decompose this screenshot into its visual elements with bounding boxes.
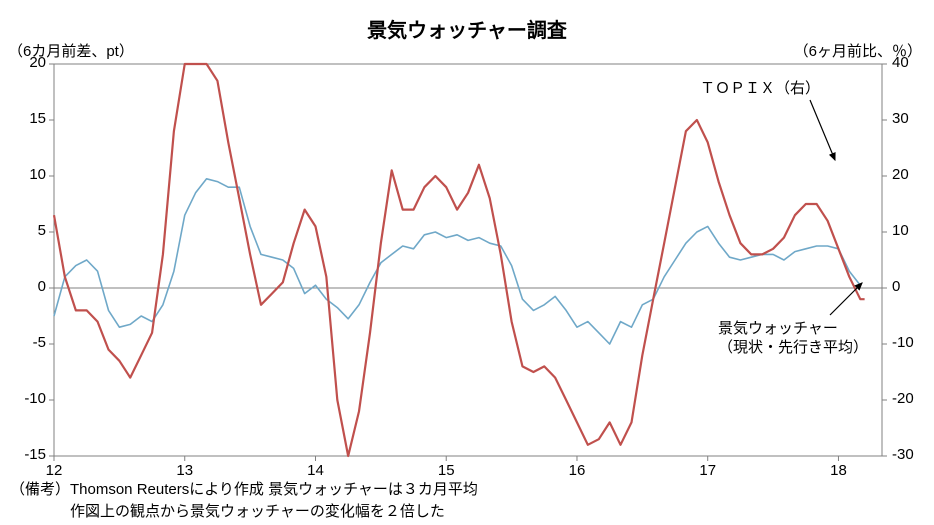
right-tick-label: 30 [892,110,909,127]
right-tick-label: -10 [892,334,914,351]
right-tick-label: 0 [892,278,900,295]
x-tick-label: 13 [170,462,200,479]
right-tick-label: 40 [892,54,909,71]
left-tick-label: -10 [24,390,46,407]
left-tick-label: -5 [33,334,46,351]
left-tick-label: 0 [38,278,46,295]
left-tick-label: 20 [29,54,46,71]
right-tick-label: 10 [892,222,909,239]
right-tick-label: -20 [892,390,914,407]
left-tick-label: 15 [29,110,46,127]
x-tick-label: 15 [431,462,461,479]
footnote-2: 作図上の観点から景気ウォッチャーの変化幅を２倍した [70,500,445,521]
watcher-series-label: 景気ウォッチャー（現状・先行き平均） [718,320,868,358]
footnote-1: （備考）Thomson Reutersにより作成 景気ウォッチャーは３カ月平均 [10,478,478,499]
topix-series-label: ＴＯＰＩＸ（右） [700,77,820,98]
left-tick-label: 5 [38,222,46,239]
x-tick-label: 14 [300,462,330,479]
left-tick-label: -15 [24,446,46,463]
right-tick-label: 20 [892,166,909,183]
x-tick-label: 16 [562,462,592,479]
right-tick-label: -30 [892,446,914,463]
x-tick-label: 18 [823,462,853,479]
x-tick-label: 17 [693,462,723,479]
left-tick-label: 10 [29,166,46,183]
x-tick-label: 12 [39,462,69,479]
